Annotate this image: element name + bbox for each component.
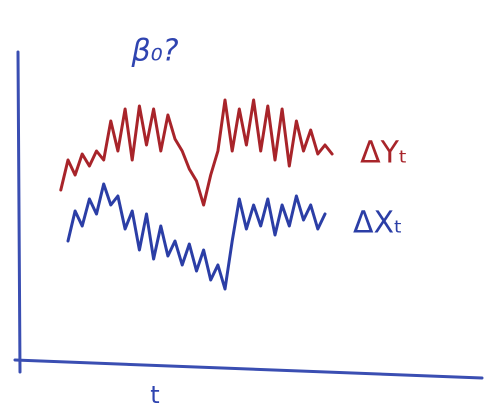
annotation: β₀? [130, 34, 178, 69]
series-label: ΔXₜ [353, 206, 403, 241]
series-label: ΔYₜ [360, 136, 408, 171]
x-axis-label: t [150, 381, 159, 409]
series-line [68, 184, 325, 289]
y-axis [18, 52, 20, 372]
chart: β₀? t ΔYₜ ΔXₜ [0, 0, 486, 412]
x-axis [15, 360, 482, 378]
